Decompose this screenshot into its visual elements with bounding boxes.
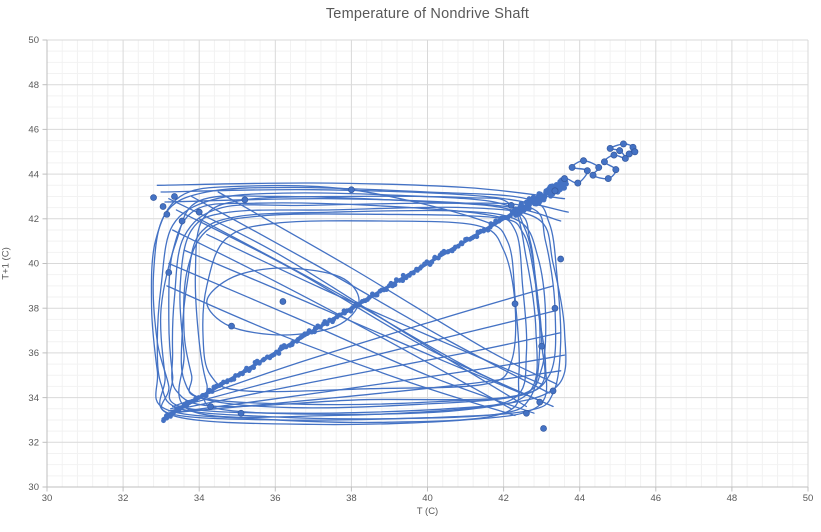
svg-text:48: 48 [28, 80, 39, 91]
svg-text:36: 36 [28, 348, 39, 359]
y-tick-labels: 30 32 34 36 38 40 42 44 46 48 50 [28, 35, 39, 493]
svg-text:48: 48 [727, 493, 738, 504]
data-fans [156, 182, 569, 414]
svg-text:46: 46 [651, 493, 662, 504]
svg-text:34: 34 [194, 493, 205, 504]
tail-series [551, 140, 639, 195]
svg-text:46: 46 [28, 125, 39, 136]
data-chords [166, 191, 558, 417]
svg-text:50: 50 [28, 35, 39, 46]
svg-text:36: 36 [270, 493, 281, 504]
svg-text:42: 42 [28, 214, 39, 225]
svg-text:40: 40 [28, 259, 39, 270]
loop-markers [150, 186, 565, 432]
svg-text:40: 40 [422, 493, 433, 504]
svg-text:38: 38 [346, 493, 357, 504]
chart-title: Temperature of Nondrive Shaft [325, 6, 530, 22]
svg-text:32: 32 [28, 438, 39, 449]
svg-text:44: 44 [28, 169, 39, 180]
diagonal-scatter [161, 177, 569, 424]
svg-text:38: 38 [28, 303, 39, 314]
x-tick-labels: 30 32 34 36 38 40 42 44 46 48 50 [42, 493, 814, 504]
axis-ticks [42, 39, 809, 492]
svg-text:30: 30 [42, 493, 53, 504]
y-axis-title: T+1 (C) [0, 247, 12, 280]
svg-text:42: 42 [498, 493, 509, 504]
x-axis-title: T (C) [416, 506, 439, 517]
svg-text:32: 32 [118, 493, 129, 504]
svg-text:44: 44 [574, 493, 585, 504]
svg-text:50: 50 [803, 493, 814, 504]
svg-text:34: 34 [28, 393, 39, 404]
svg-text:30: 30 [28, 482, 39, 493]
